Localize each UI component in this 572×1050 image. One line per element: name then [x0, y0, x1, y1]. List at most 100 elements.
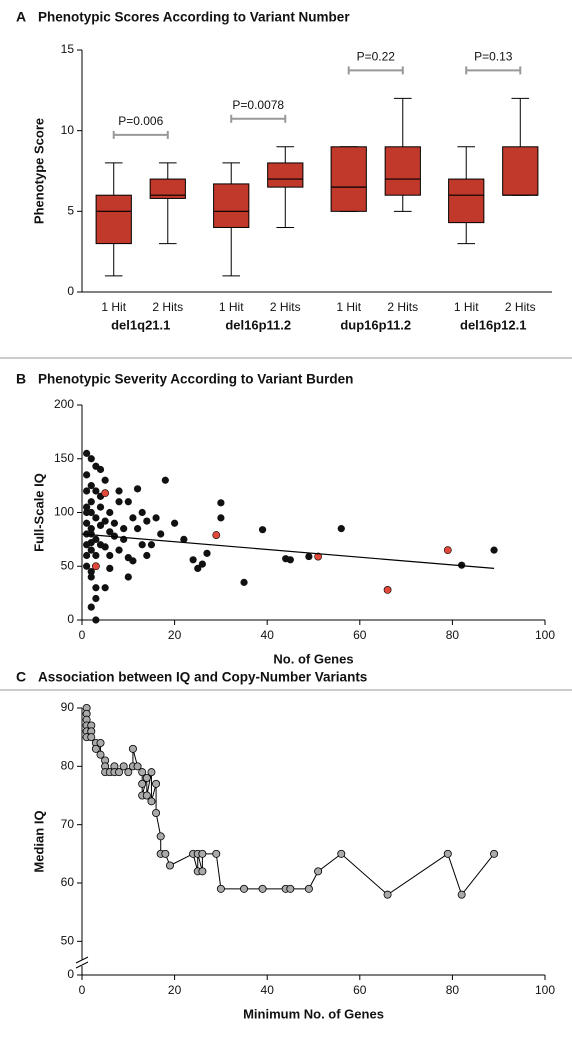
point: [83, 471, 91, 479]
marker: [165, 861, 174, 870]
marker: [457, 890, 466, 899]
panel-label: A: [16, 9, 26, 25]
p-value: P=0.22: [357, 50, 396, 64]
y-tick-label: 80: [61, 759, 75, 773]
marker: [216, 884, 225, 893]
x-tick-label: 0: [79, 983, 86, 997]
point: [92, 514, 100, 522]
x-tick-label: 80: [446, 628, 460, 642]
point: [152, 514, 160, 522]
marker: [91, 744, 100, 753]
point: [133, 525, 142, 533]
y-tick-label: 0: [67, 284, 74, 298]
point: [101, 489, 110, 498]
point: [490, 546, 498, 554]
point: [83, 551, 91, 560]
marker: [337, 849, 346, 858]
point: [124, 498, 132, 506]
point: [286, 556, 294, 564]
x-tick-label: 20: [168, 983, 182, 997]
p-value: P=0.0078: [232, 98, 284, 112]
x-tick-label: 40: [261, 983, 275, 997]
x-axis-label: Minimum No. of Genes: [243, 1006, 384, 1021]
x-axis-label: No. of Genes: [273, 651, 353, 666]
y-tick-label: 0: [67, 612, 74, 626]
marker: [138, 779, 147, 788]
marker: [124, 768, 133, 777]
point: [96, 521, 105, 530]
p-value: P=0.006: [118, 114, 163, 128]
point: [314, 552, 323, 561]
point: [124, 573, 132, 581]
panel-label: B: [16, 371, 26, 387]
point: [92, 616, 100, 624]
point: [110, 519, 119, 527]
y-tick-label: 70: [61, 817, 75, 831]
box: [95, 194, 132, 245]
box: [502, 146, 539, 196]
point: [87, 603, 95, 611]
point: [212, 531, 221, 539]
y-tick-label: 15: [61, 42, 75, 56]
point: [83, 562, 91, 570]
point: [83, 519, 91, 527]
point: [92, 551, 100, 560]
point: [83, 503, 91, 511]
y-tick-label: 50: [61, 558, 75, 572]
marker: [119, 762, 128, 771]
point: [337, 525, 345, 533]
point: [120, 525, 128, 533]
point: [106, 528, 114, 536]
box: [267, 162, 304, 188]
point: [83, 487, 91, 495]
point: [258, 526, 267, 534]
point: [240, 578, 248, 586]
point: [87, 573, 95, 581]
point: [101, 476, 109, 484]
point: [92, 487, 100, 495]
point: [106, 551, 114, 560]
marker: [490, 849, 499, 858]
point: [87, 525, 95, 533]
point: [101, 517, 109, 525]
y-tick-label: 60: [61, 875, 75, 889]
marker: [161, 849, 170, 858]
point: [138, 508, 146, 517]
point: [124, 554, 132, 562]
marker: [115, 768, 124, 777]
y-tick-label: 90: [61, 700, 75, 714]
marker: [258, 884, 267, 893]
point: [143, 551, 151, 560]
marker: [240, 884, 249, 893]
panel-title: Phenotypic Scores According to Variant N…: [38, 10, 350, 25]
point: [115, 498, 123, 506]
trendline: [81, 533, 495, 569]
group-label: dup16p11.2: [340, 317, 411, 332]
marker: [304, 884, 313, 893]
marker: [147, 768, 156, 777]
point: [87, 568, 95, 576]
box: [213, 183, 250, 228]
point: [143, 517, 151, 525]
group-label: del16p11.2: [225, 317, 291, 332]
x-tick-label: 100: [535, 983, 555, 997]
x-tick-label: 2 Hits: [505, 300, 536, 314]
point: [87, 546, 95, 554]
y-tick-label: 10: [61, 123, 75, 137]
point: [92, 584, 100, 592]
y-axis-label: Median IQ: [31, 810, 46, 872]
point: [171, 519, 179, 527]
x-tick-label: 60: [353, 628, 367, 642]
panel-title: Phenotypic Severity According to Variant…: [38, 372, 353, 387]
point: [96, 465, 105, 474]
point: [189, 556, 197, 564]
point: [106, 508, 114, 517]
panel-label: C: [16, 669, 26, 685]
point: [101, 543, 109, 551]
point: [133, 485, 142, 493]
x-tick-label: 100: [535, 628, 555, 642]
x-tick-label: 2 Hits: [387, 300, 418, 314]
point: [443, 546, 452, 555]
point: [106, 564, 114, 573]
point: [157, 530, 165, 538]
